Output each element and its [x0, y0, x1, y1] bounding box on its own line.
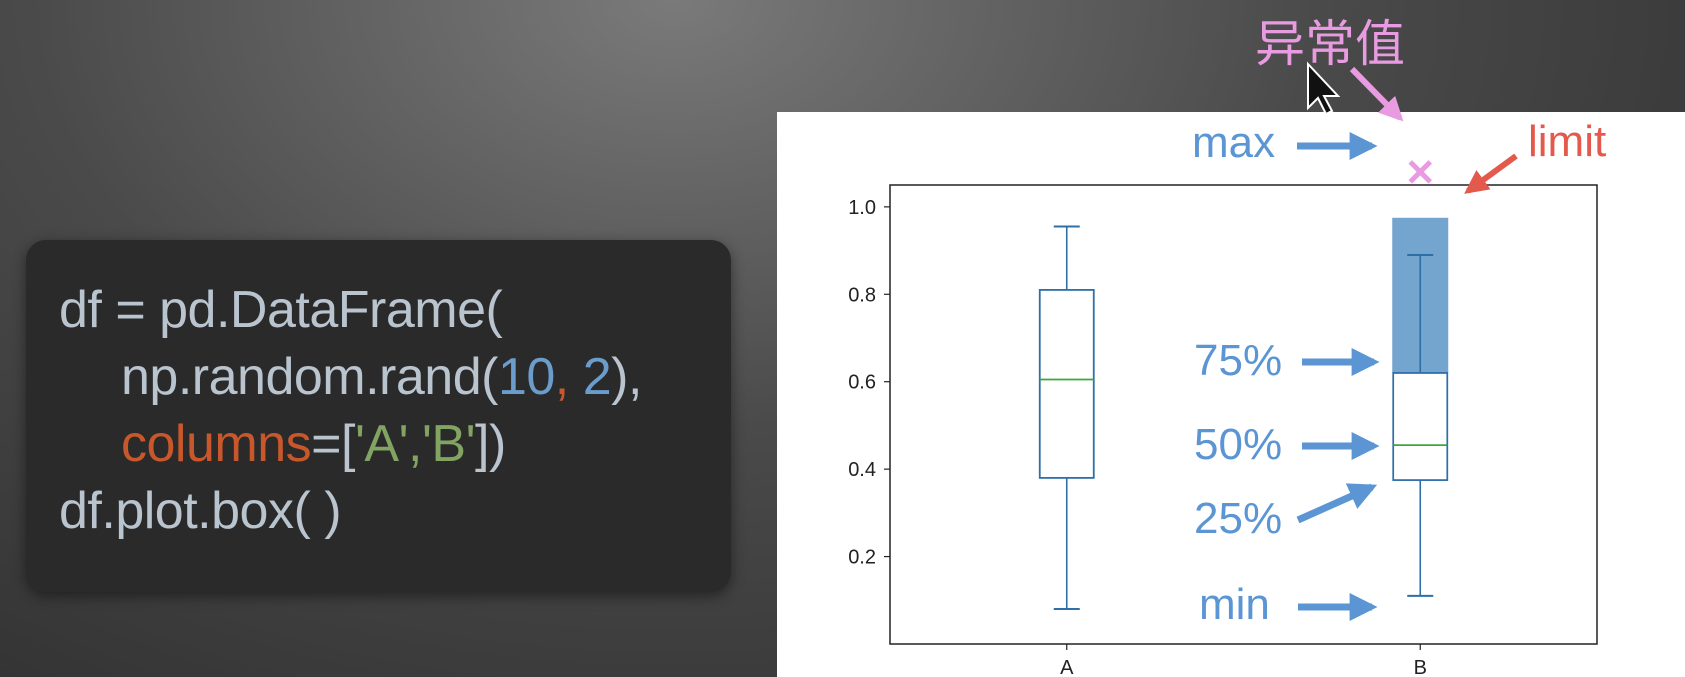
- x-tick-label: B: [1414, 657, 1427, 677]
- min-label: min: [1199, 580, 1270, 629]
- x-tick-label: A: [1060, 657, 1074, 677]
- box-B: [1392, 372, 1449, 481]
- code-token: ,: [408, 415, 422, 473]
- limit-arrow: [1464, 153, 1518, 194]
- code-line-4: df.plot.box( ): [59, 482, 342, 540]
- code-line-3: columns=['A','B']): [121, 414, 506, 474]
- y-tick-label: 0.2: [848, 547, 876, 569]
- box-fill: [1394, 373, 1447, 480]
- code-token: ),: [611, 348, 642, 406]
- limit-label: limit: [1528, 117, 1607, 166]
- code-string: 'A': [354, 415, 409, 473]
- chart-panel: [777, 112, 1685, 677]
- code-line-1: df = pd.DataFrame(: [59, 281, 503, 339]
- outlier-arrow: [1349, 66, 1404, 122]
- box-A: [1038, 289, 1095, 479]
- max-label: max: [1192, 118, 1276, 167]
- code-token: ,: [554, 348, 583, 406]
- code-string: 'B': [421, 415, 476, 473]
- code-token: np.random.rand(: [121, 348, 498, 406]
- p50-label: 50%: [1194, 420, 1283, 469]
- code-keyword: columns: [121, 415, 312, 473]
- p25-label: 25%: [1194, 494, 1283, 543]
- code-line-2: np.random.rand(10, 2),: [121, 347, 642, 407]
- y-tick-label: 1.0: [848, 197, 876, 219]
- plot-frame: [889, 184, 1598, 645]
- p25-arrow: [1296, 483, 1378, 524]
- outlier-marker: [1408, 160, 1433, 184]
- p75-label: 75%: [1194, 336, 1283, 385]
- mouse-cursor-icon: [1307, 61, 1341, 116]
- code-number: 2: [582, 348, 612, 406]
- outlier-stroke: [1408, 160, 1433, 184]
- y-tick-label: 0.6: [848, 372, 876, 394]
- y-tick-label: 0.4: [848, 459, 876, 481]
- code-number: 10: [497, 348, 555, 406]
- code-panel: df = pd.DataFrame( np.random.rand(10, 2)…: [26, 240, 731, 592]
- y-tick-label: 0.8: [848, 284, 876, 306]
- code-token: =[: [311, 415, 355, 473]
- code-token: ]): [475, 415, 506, 473]
- outlier-label: 异常值: [1255, 15, 1405, 73]
